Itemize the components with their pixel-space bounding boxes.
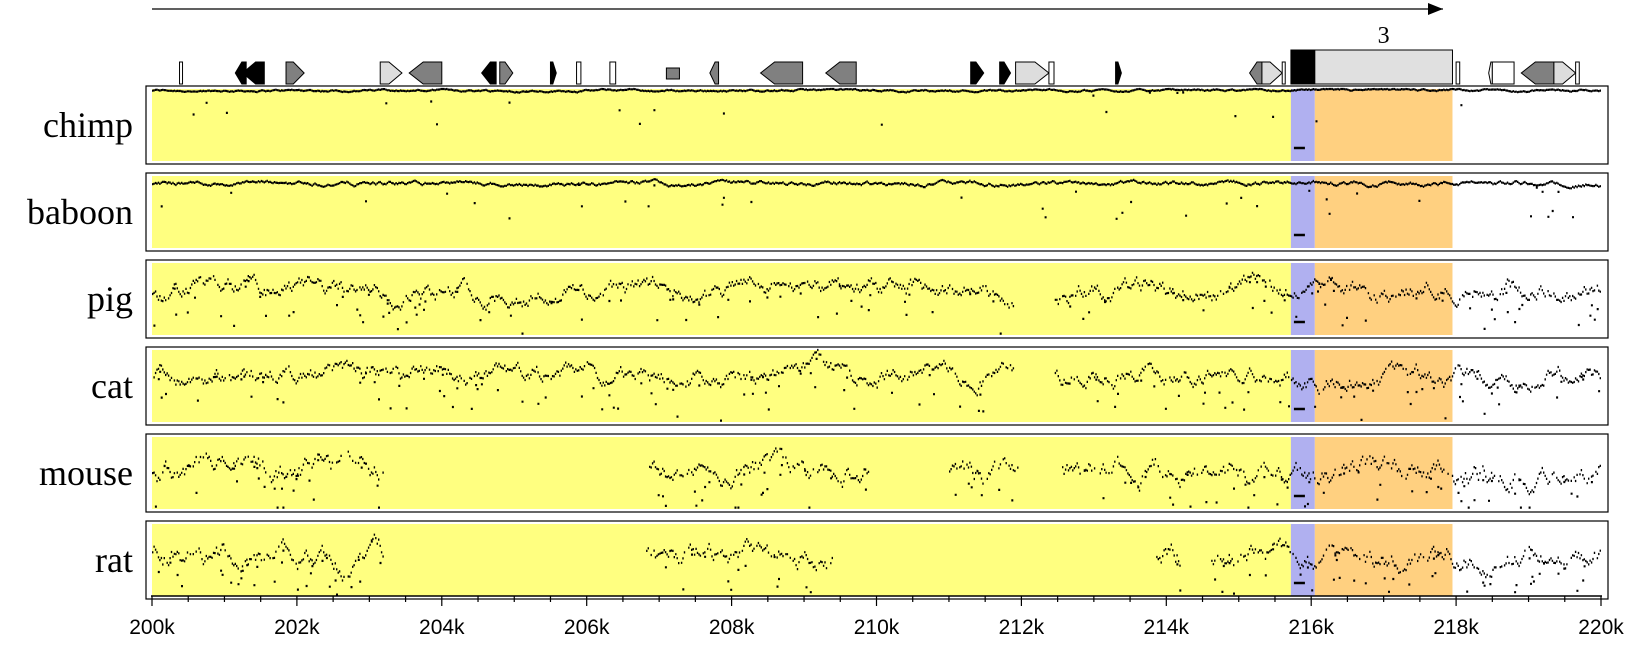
panel-frame bbox=[145, 259, 1609, 339]
gene-feature bbox=[1281, 61, 1286, 85]
exon-region bbox=[1314, 524, 1453, 596]
species-panel-cat: cat bbox=[91, 346, 1609, 426]
panel-frame bbox=[145, 85, 1609, 165]
exon-region bbox=[1314, 437, 1453, 509]
gene-feature bbox=[665, 67, 680, 80]
species-label: pig bbox=[87, 279, 133, 319]
x-axis: 200k 202k 204k 206k 208k 210k 212k 214k 216k 218k… bbox=[129, 595, 1624, 639]
exon-region bbox=[1314, 350, 1453, 422]
gene-feature bbox=[1015, 61, 1050, 85]
exon-region bbox=[1314, 176, 1453, 248]
x-tick-label: 216k bbox=[1288, 616, 1334, 639]
gene-feature bbox=[499, 61, 514, 85]
utr-region bbox=[1290, 176, 1315, 248]
direction-arrow bbox=[152, 3, 1443, 15]
gene-feature bbox=[1115, 61, 1122, 85]
gene-feature bbox=[709, 61, 720, 85]
gene-feature bbox=[1488, 61, 1493, 85]
gene-feature bbox=[234, 61, 247, 85]
panel-frame bbox=[145, 433, 1609, 513]
gene-feature bbox=[179, 61, 184, 85]
intron-region bbox=[152, 263, 1291, 335]
gene-feature bbox=[481, 61, 497, 85]
x-tick-label: 212k bbox=[999, 616, 1045, 639]
conservation-profile bbox=[152, 87, 1601, 126]
intron-region bbox=[152, 437, 1291, 509]
species-panel-mouse: mouse bbox=[39, 433, 1609, 513]
conservation-profile bbox=[152, 533, 1601, 596]
conservation-profile bbox=[152, 447, 1601, 509]
gene-feature bbox=[379, 61, 403, 85]
x-tick-label: 220k bbox=[1578, 616, 1624, 639]
species-label: mouse bbox=[39, 453, 133, 493]
exon-box bbox=[1314, 49, 1453, 85]
gene-feature bbox=[1455, 61, 1461, 85]
x-tick-label: 202k bbox=[274, 616, 320, 639]
gene-feature bbox=[609, 61, 617, 85]
gene-feature bbox=[759, 61, 804, 85]
gene-feature bbox=[549, 61, 557, 85]
exon-region bbox=[1314, 89, 1453, 161]
species-panel-pig: pig bbox=[87, 259, 1609, 339]
x-tick-label: 206k bbox=[564, 616, 610, 639]
species-label: rat bbox=[95, 540, 133, 580]
intron-region bbox=[152, 350, 1291, 422]
conservation-profile bbox=[152, 178, 1601, 220]
direction-arrowhead bbox=[1428, 3, 1443, 15]
intron-region bbox=[152, 176, 1291, 248]
x-tick-label: 218k bbox=[1433, 616, 1479, 639]
gene-feature bbox=[1520, 61, 1555, 85]
gene-feature bbox=[999, 61, 1012, 85]
exon-region bbox=[1314, 263, 1453, 335]
gene-feature bbox=[970, 61, 985, 85]
utr-region bbox=[1290, 89, 1315, 161]
intron-region bbox=[152, 89, 1291, 161]
panel-frame bbox=[145, 172, 1609, 252]
x-tick-label: 210k bbox=[854, 616, 900, 639]
gene-feature bbox=[1575, 61, 1580, 85]
gene-feature bbox=[408, 61, 443, 85]
utr-exon-box bbox=[1290, 49, 1316, 85]
exon-number-label: 3 bbox=[1378, 23, 1390, 49]
species-panel-chimp: chimp bbox=[43, 85, 1609, 165]
x-tick-label: 214k bbox=[1144, 616, 1190, 639]
conservation-profile bbox=[152, 271, 1601, 335]
gene-feature bbox=[1553, 61, 1577, 85]
utr-region bbox=[1290, 263, 1315, 335]
intron-region bbox=[152, 524, 1291, 596]
gene-feature bbox=[241, 61, 265, 85]
x-tick-label: 200k bbox=[129, 616, 175, 639]
species-panels: chimp baboon pig cat mouse rat bbox=[27, 85, 1609, 600]
gene-feature bbox=[824, 61, 857, 85]
conservation-profile bbox=[153, 348, 1601, 422]
gene-feature bbox=[1048, 61, 1055, 85]
utr-region bbox=[1290, 437, 1315, 509]
gene-feature bbox=[1491, 61, 1515, 85]
species-panel-rat: rat bbox=[95, 520, 1609, 600]
utr-region bbox=[1290, 524, 1315, 596]
gene-feature bbox=[1249, 61, 1263, 85]
species-label: cat bbox=[91, 366, 133, 406]
species-label: baboon bbox=[27, 192, 133, 232]
panel-frame bbox=[145, 346, 1609, 426]
gene-feature bbox=[1261, 61, 1283, 85]
species-panel-baboon: baboon bbox=[27, 172, 1609, 252]
gene-feature bbox=[576, 61, 582, 85]
gene-annotation-track: 3 bbox=[179, 23, 1580, 85]
x-tick-label: 208k bbox=[709, 616, 755, 639]
gene-feature bbox=[285, 61, 305, 85]
utr-region bbox=[1290, 350, 1315, 422]
species-label: chimp bbox=[43, 105, 133, 145]
x-tick-label: 204k bbox=[419, 616, 465, 639]
